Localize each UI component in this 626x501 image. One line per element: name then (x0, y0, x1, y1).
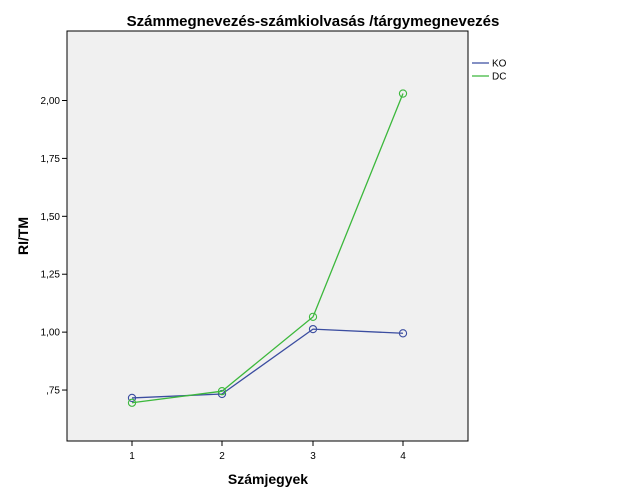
data-point-dc (398, 89, 408, 98)
data-point-dc (217, 387, 227, 396)
x-tick-label: 4 (400, 451, 406, 462)
y-tick-label: 1,25 (41, 270, 61, 281)
y-axis: ,75 1,00 1,25 1,50 1,75 2,00 (41, 96, 67, 397)
plot-area (66, 30, 469, 442)
chart-title: Számmegnevezés-számkiolvasás /tárgymegne… (127, 13, 500, 30)
y-tick-label: 1,50 (41, 212, 61, 223)
x-tick-label: 3 (310, 451, 316, 462)
legend-label-ko: KO (492, 59, 507, 70)
data-point-ko (398, 329, 408, 338)
series-layer (127, 89, 408, 407)
x-tick-label: 2 (219, 451, 225, 462)
y-tick-label: 1,00 (41, 328, 61, 339)
data-point-ko (308, 324, 318, 334)
x-axis-title: Számjegyek (228, 471, 308, 487)
x-axis: 1 2 3 4 (129, 441, 406, 462)
legend: KO DC (472, 59, 507, 83)
y-axis-title: RI/TM (15, 217, 31, 255)
legend-label-dc: DC (492, 72, 506, 83)
series-line-ko (131, 328, 404, 399)
series-line-dc (131, 93, 404, 404)
y-tick-label: 2,00 (41, 96, 61, 107)
y-tick-label: 1,75 (41, 154, 61, 165)
data-point-ko (127, 393, 137, 403)
data-point-dc (127, 398, 137, 407)
data-point-dc (308, 312, 318, 321)
y-tick-label: ,75 (46, 386, 60, 397)
x-tick-label: 1 (129, 451, 135, 462)
